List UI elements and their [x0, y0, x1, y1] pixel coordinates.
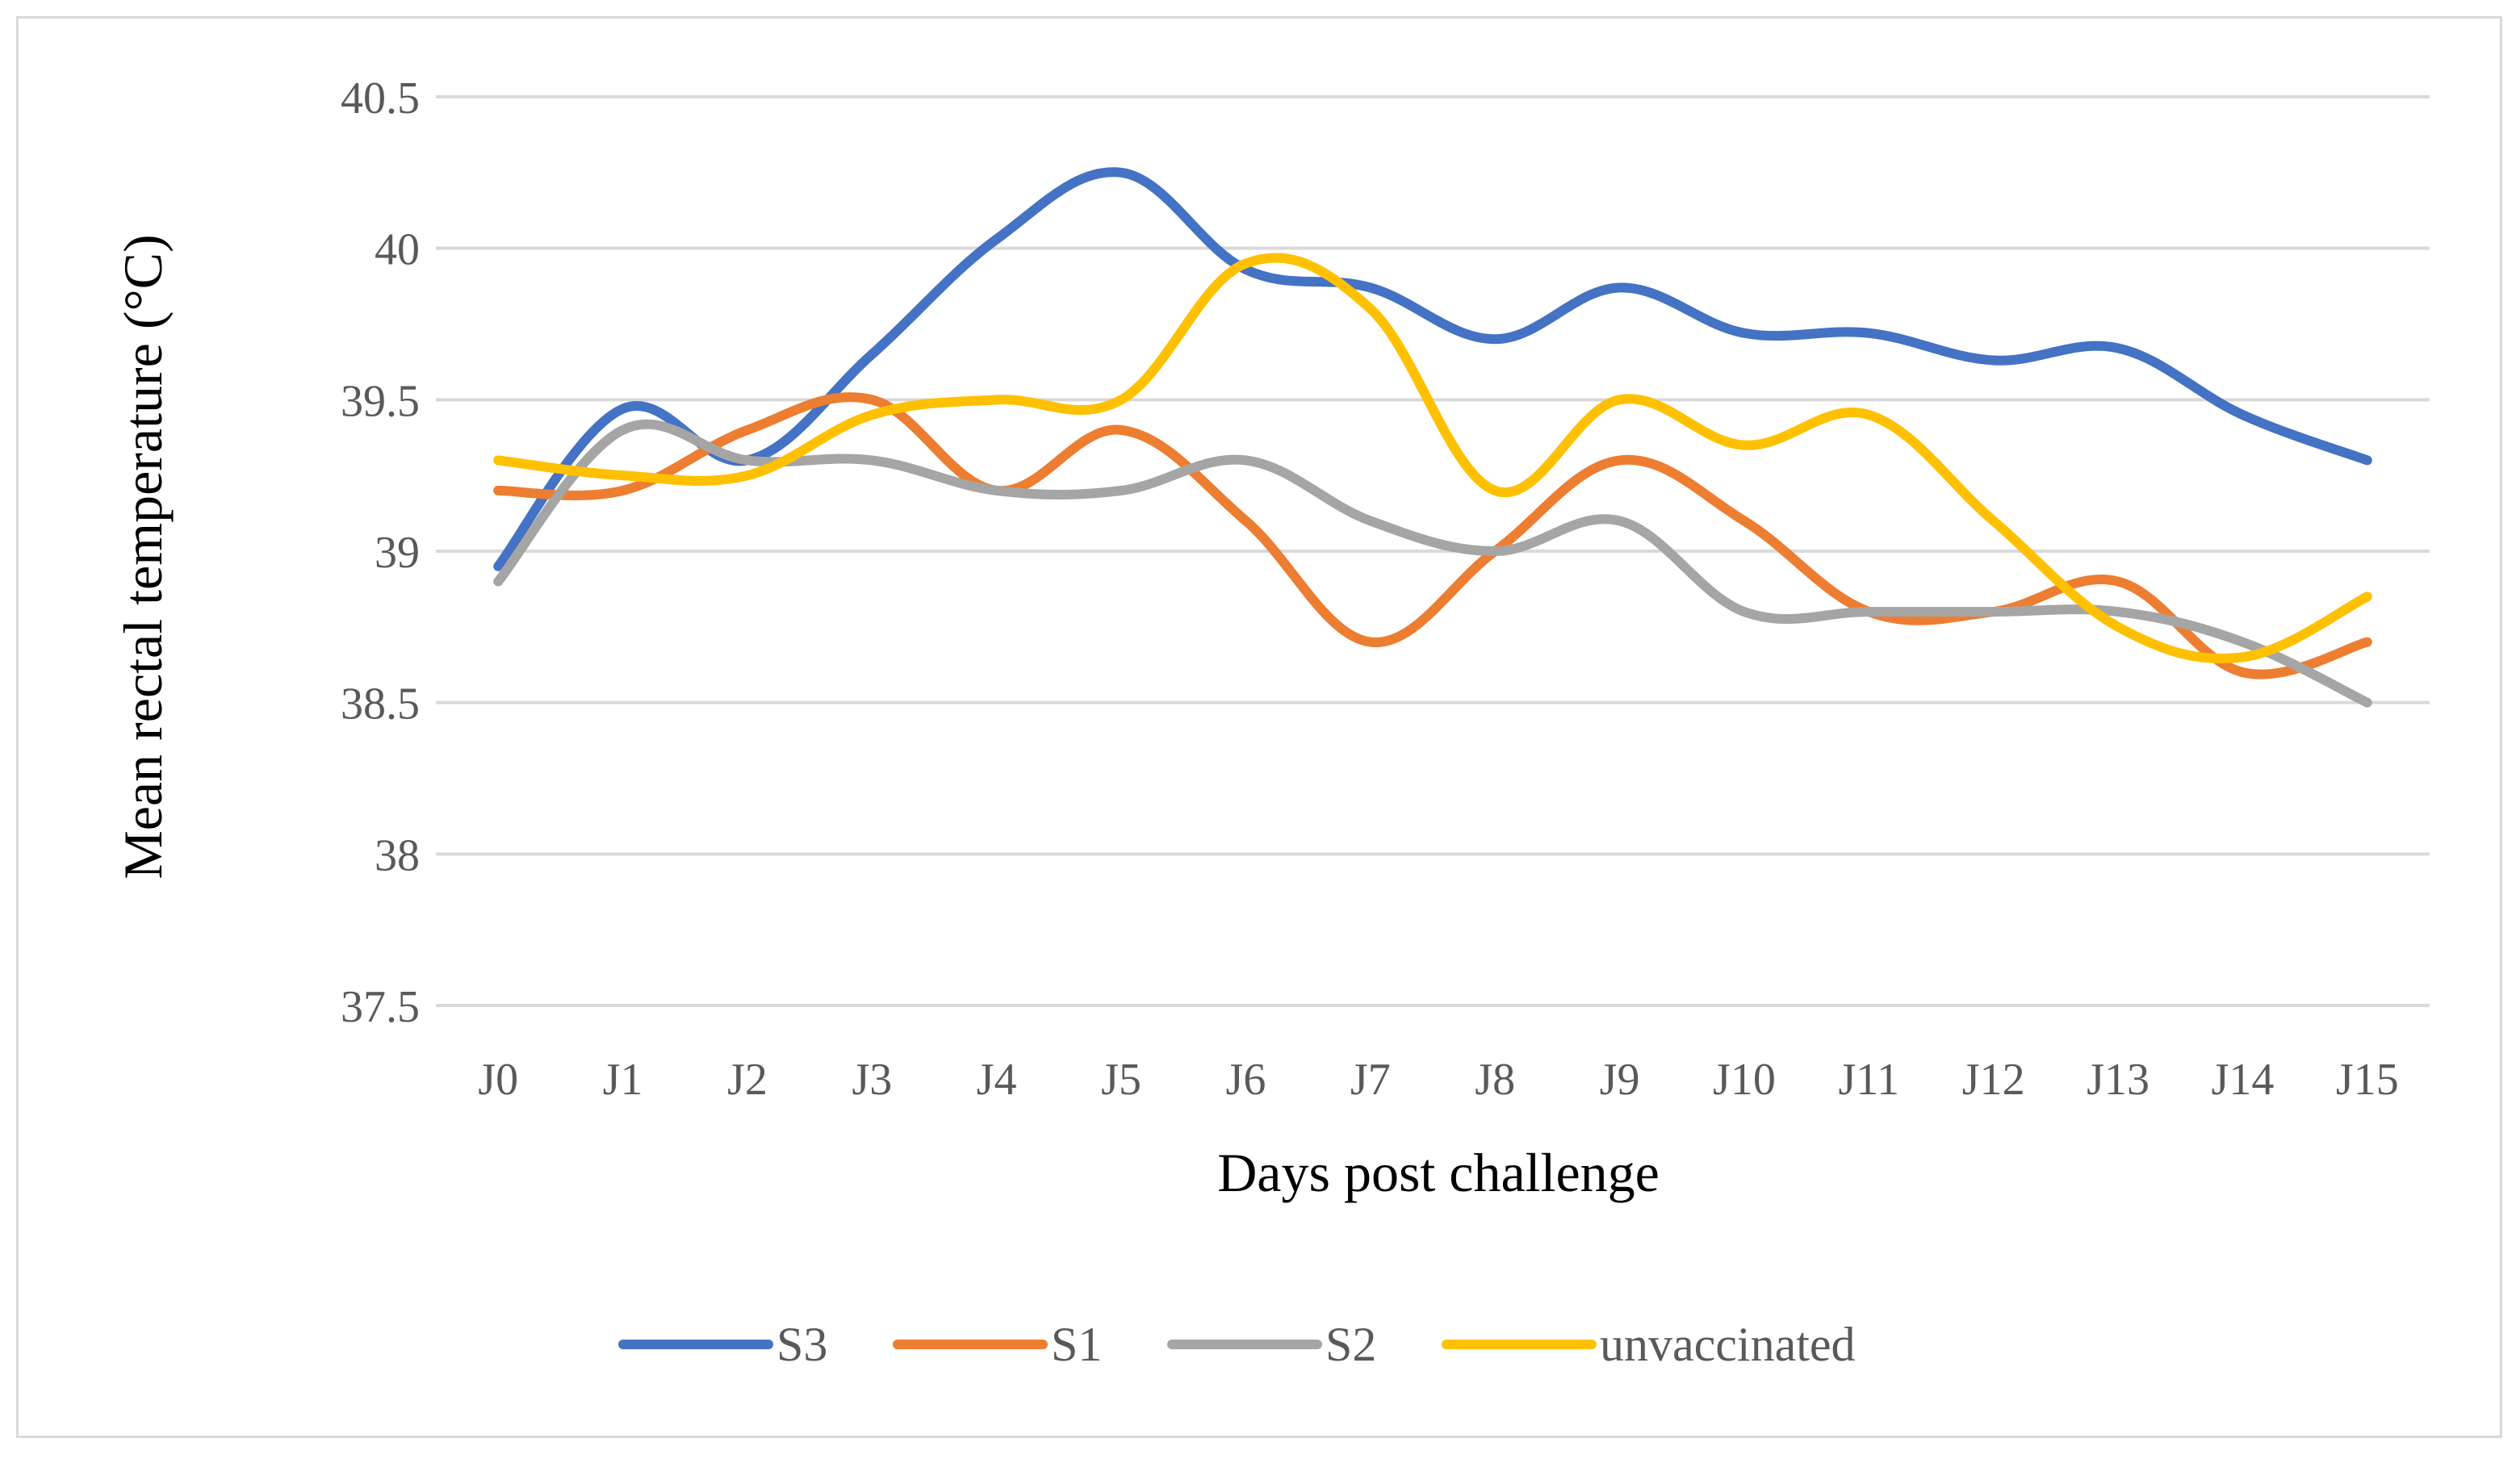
x-tick-label: J9 — [1600, 1055, 1640, 1105]
x-axis-title: Days post challenge — [1217, 1142, 1660, 1203]
x-tick-label: J1 — [603, 1055, 643, 1105]
series-line-S1 — [493, 392, 2372, 679]
legend-item-S3: S3 — [618, 1318, 827, 1371]
x-tick-label: J4 — [977, 1055, 1017, 1105]
y-tick-label: 38.5 — [341, 679, 420, 730]
x-tick-label: J12 — [1962, 1055, 2025, 1105]
x-tick-label: J14 — [2212, 1055, 2275, 1105]
legend-label: S2 — [1325, 1318, 1376, 1371]
y-tick-label: 37.5 — [341, 982, 420, 1032]
legend-item-S2: S2 — [1167, 1318, 1376, 1371]
x-tick-label: J8 — [1475, 1055, 1515, 1105]
y-axis-ticks: 37.5 38 38.5 39 39.5 40 40.5 — [341, 73, 420, 1032]
legend-item-unvaccinated: unvaccinated — [1442, 1318, 1856, 1371]
series-line-unvaccinated — [493, 253, 2372, 664]
x-tick-label: J2 — [727, 1055, 768, 1105]
x-tick-label: J3 — [852, 1055, 892, 1105]
x-tick-label: J5 — [1101, 1055, 1141, 1105]
y-axis-title: Mean rectal temperature (°C) — [112, 234, 174, 879]
legend-label: S3 — [777, 1318, 827, 1371]
legend-item-S1: S1 — [893, 1318, 1102, 1371]
y-tick-label: 38 — [375, 830, 420, 880]
legend-label: unvaccinated — [1600, 1318, 1856, 1371]
chart-frame — [16, 16, 2502, 1438]
y-tick-label: 40.5 — [341, 73, 420, 123]
x-tick-label: J10 — [1713, 1055, 1776, 1105]
x-tick-label: J15 — [2336, 1055, 2399, 1105]
y-tick-label: 40 — [375, 225, 420, 275]
gridlines — [436, 95, 2430, 1007]
y-tick-label: 39 — [375, 528, 420, 578]
series-line-S3 — [493, 167, 2372, 571]
legend: S3 S1 S2 unvaccinated — [618, 1318, 1856, 1371]
x-axis-ticks: J0 J1 J2 J3 J4 J5 J6 J7 J8 J9 J10 J11 J12 J13 J14 J15 — [478, 1055, 2398, 1105]
legend-label: S1 — [1051, 1318, 1102, 1371]
x-tick-label: J13 — [2087, 1055, 2150, 1105]
x-tick-label: J11 — [1838, 1055, 1899, 1105]
x-tick-label: J7 — [1350, 1055, 1391, 1105]
series-lines — [493, 167, 2372, 708]
y-tick-label: 39.5 — [341, 376, 420, 426]
x-tick-label: J6 — [1226, 1055, 1266, 1105]
x-tick-label: J0 — [478, 1055, 518, 1105]
